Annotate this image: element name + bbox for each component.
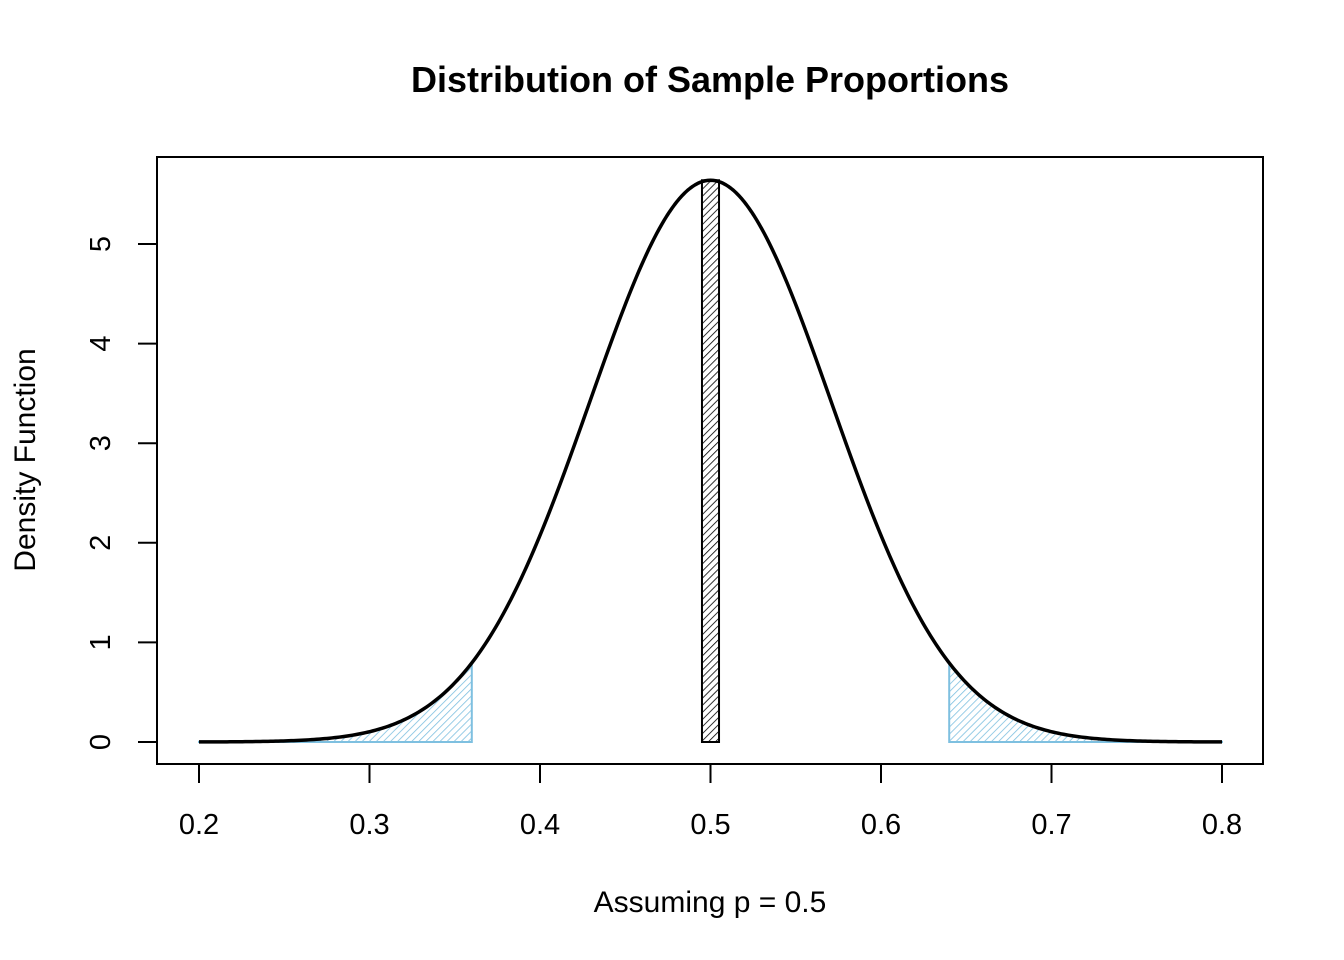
y-tick-label: 0 [85,734,117,750]
density-curve [198,178,1223,744]
y-tick-label: 5 [85,236,117,252]
x-tick-label: 0.8 [1202,809,1242,841]
y-tick-label: 2 [85,535,117,551]
x-axis-label: Assuming p = 0.5 [594,886,827,919]
y-axis-label: Density Function [9,348,42,571]
x-tick-label: 0.5 [690,809,730,841]
x-tick-label: 0.6 [861,809,901,841]
y-axis: 0 1 2 3 4 5 [85,236,158,750]
center-bar [700,179,721,744]
y-tick-label: 1 [85,634,117,650]
x-tick-label: 0.7 [1031,809,1071,841]
chart-title: Distribution of Sample Proportions [411,59,1009,100]
x-tick-label: 0.4 [520,809,560,841]
y-tick-label: 4 [85,336,117,352]
x-tick-label: 0.3 [349,809,389,841]
x-axis: 0.2 0.3 0.4 0.5 0.6 0.7 0.8 [179,763,1242,841]
y-tick-label: 3 [85,435,117,451]
curve-layer [198,178,1223,744]
shaded-regions [198,179,1223,744]
x-tick-label: 0.2 [179,809,219,841]
